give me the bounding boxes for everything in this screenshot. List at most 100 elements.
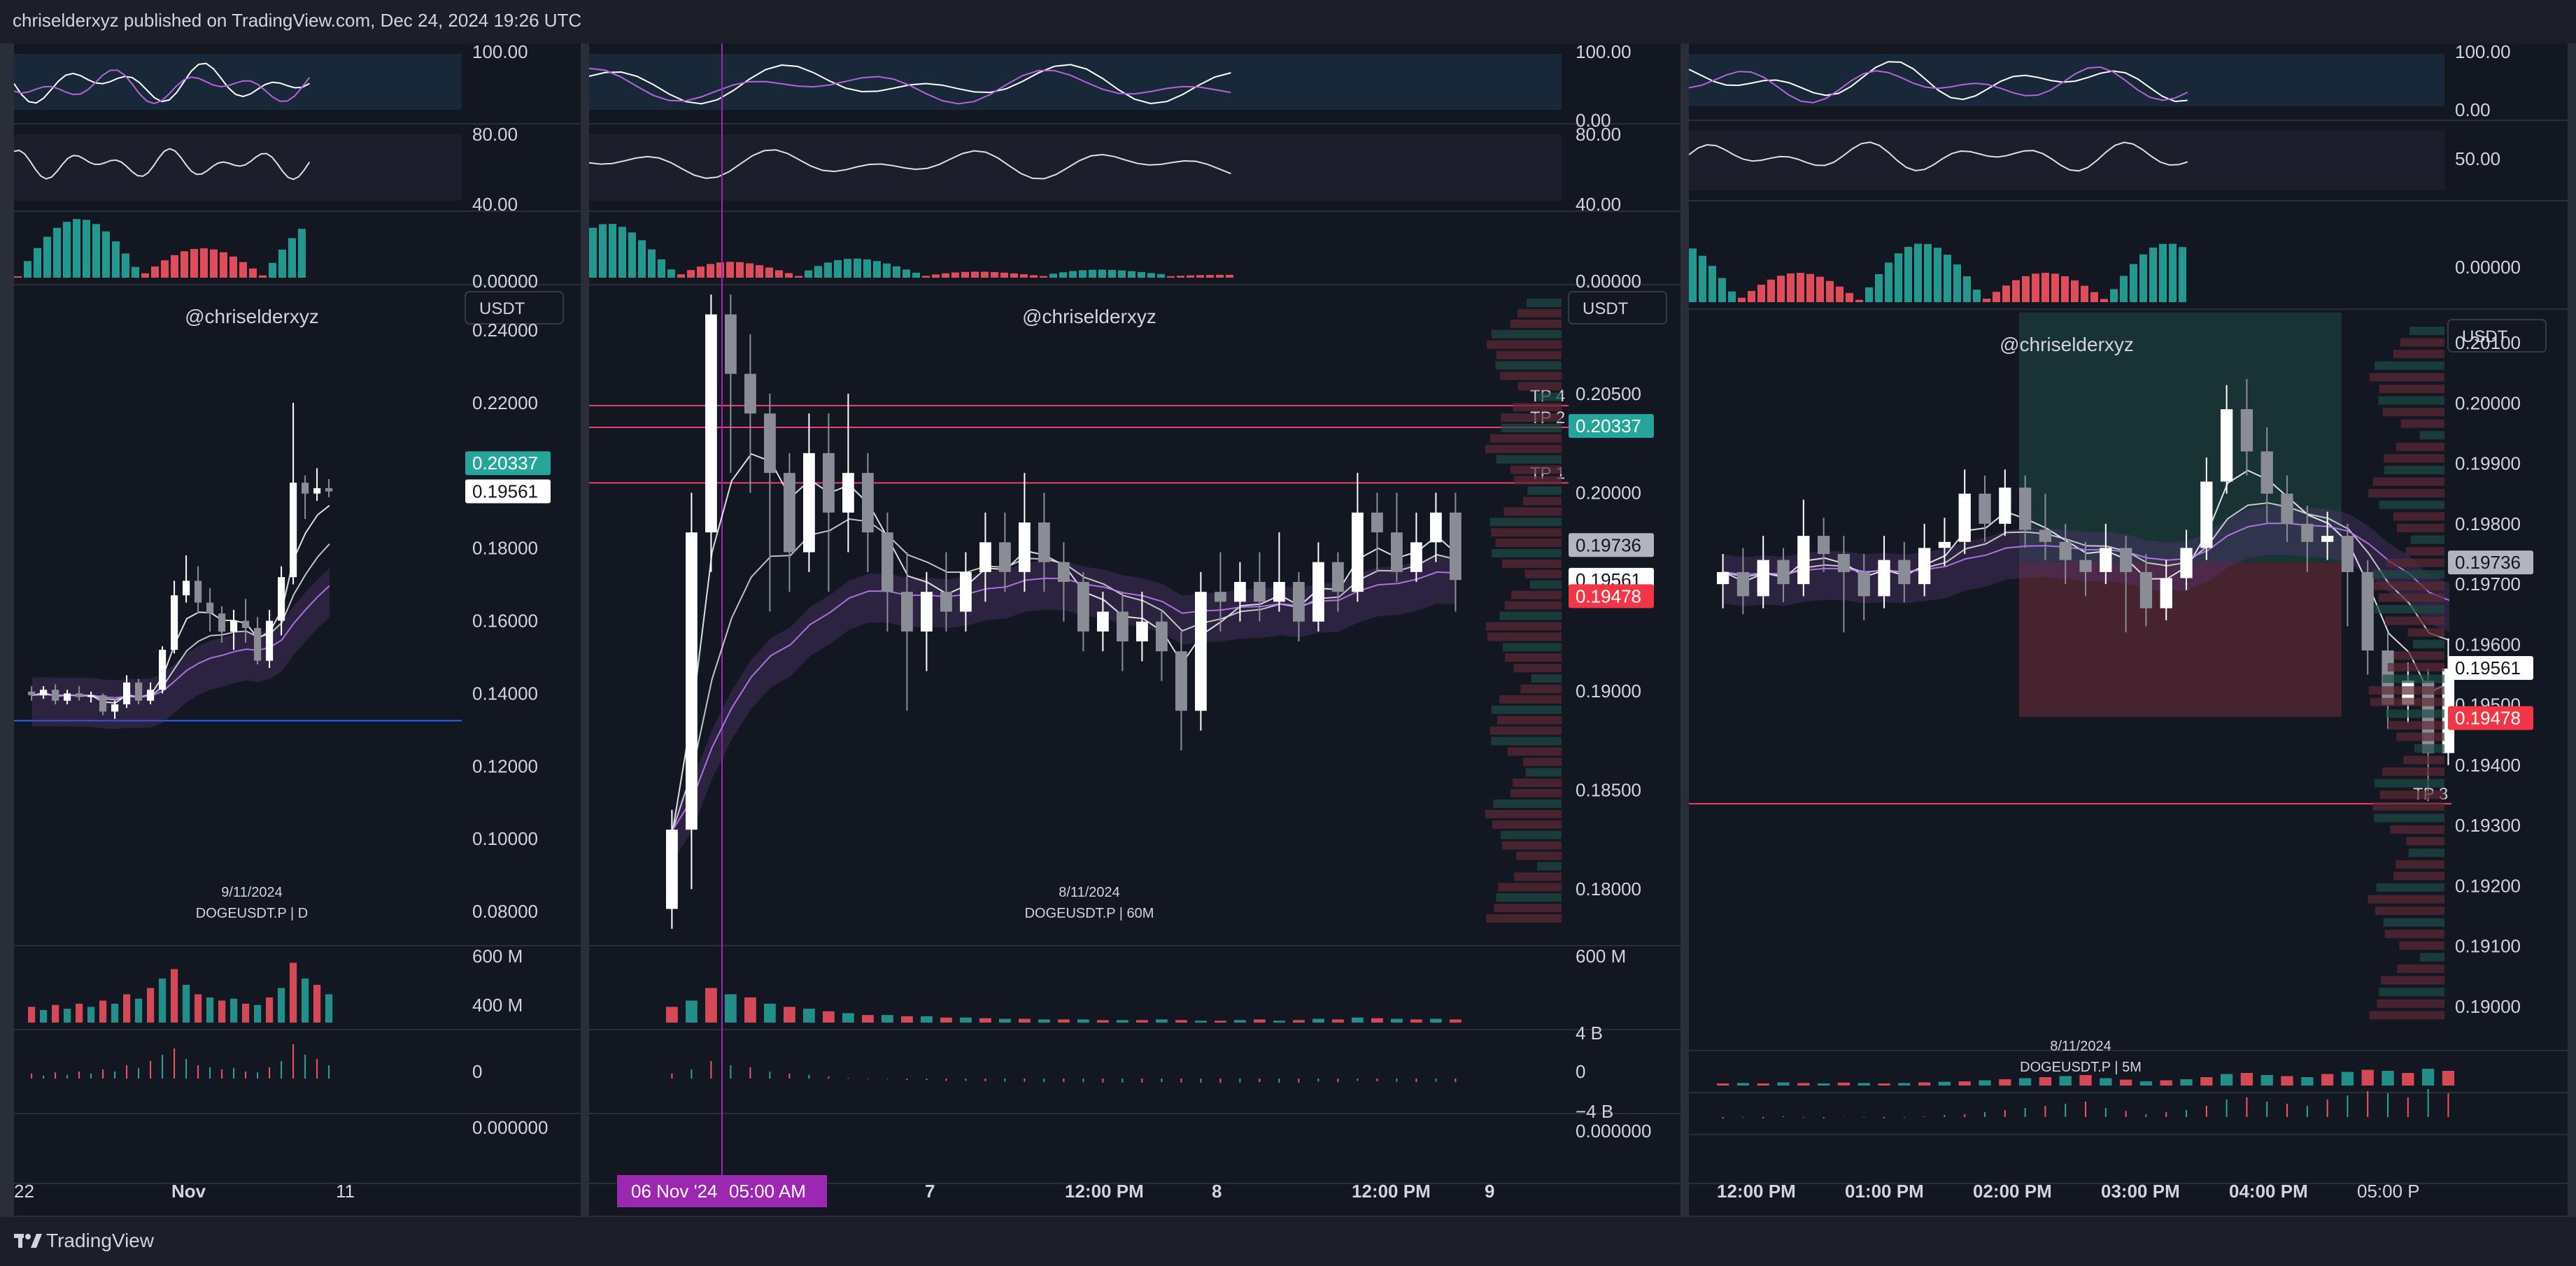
volume-profile-row [1517, 308, 1562, 318]
histogram-bar [1728, 291, 1736, 302]
histogram-bar [1069, 271, 1077, 278]
histogram-bar [14, 276, 22, 278]
histogram-bar [677, 274, 685, 278]
currency-button[interactable] [465, 291, 564, 325]
volume-profile-row [2374, 778, 2444, 788]
candle-body [1391, 532, 1403, 572]
candle-body [1898, 560, 1911, 585]
histogram-bar [912, 272, 920, 278]
candle-body [1038, 522, 1050, 562]
y-axis-tick-label: 0.19800 [2455, 513, 2521, 534]
histogram-bar [814, 266, 822, 278]
ema-cloud [672, 554, 1457, 862]
x-axis-tick-label: 12:00 PM [1717, 1181, 1796, 1202]
footer-brand[interactable]: TradingView [46, 1230, 155, 1251]
candle-body [764, 413, 776, 474]
volume-tick-label: 0.000000 [1576, 1121, 1651, 1141]
histogram-bar [981, 271, 989, 278]
histogram-bar [1040, 276, 1047, 278]
histogram-bar [1030, 275, 1038, 278]
candle-body [76, 693, 83, 697]
histogram-bar [1128, 271, 1135, 278]
oscillator-tick-label: 40.00 [472, 194, 518, 215]
volume-profile-row [2377, 999, 2444, 1008]
y-axis-tick-label: 0.22000 [472, 392, 538, 413]
volume-bar [1273, 1020, 1285, 1023]
volume-bar [1777, 1082, 1790, 1086]
histogram-bar [2139, 254, 2147, 302]
histogram-bar [298, 229, 306, 278]
histogram-bar [1098, 269, 1106, 278]
volume-profile-row [1510, 465, 1562, 474]
volume-bar [1717, 1083, 1729, 1086]
volume-bar [28, 1007, 36, 1023]
histogram-bar [1748, 290, 1755, 302]
histogram-bar [824, 262, 832, 278]
volume-bar [1818, 1083, 1830, 1086]
candle-body [2301, 523, 2314, 542]
chart-panel-daily[interactable]: @chriselderxyz 9/11/2024 DOGEUSDT.P | D USD… [14, 43, 581, 1216]
tradingview-logo-icon[interactable] [14, 1232, 42, 1249]
volume-profile-row [1513, 403, 1562, 412]
chart-panel-60m[interactable]: TP 4TP 2TP 1@chriselderxyz8/11/2024DOGEU… [589, 43, 1680, 1216]
histogram-bar [1924, 243, 1932, 302]
volume-profile-row [2378, 396, 2444, 405]
volume-bar [1077, 1019, 1089, 1023]
volume-profile-row [1489, 518, 1562, 527]
rsi-band [14, 134, 462, 201]
volume-profile-row [1510, 319, 1562, 328]
watermark: @chriselderxyz [2000, 334, 2134, 355]
volume-profile-row [1486, 914, 1562, 923]
volume-profile-row [1495, 361, 1562, 370]
x-axis-tick-label: 05:00 AM [729, 1181, 806, 1202]
histogram-bar [229, 256, 237, 278]
x-axis-tick-label: 7 [925, 1181, 935, 1202]
currency-button[interactable] [1568, 291, 1667, 325]
volume-profile-row [1492, 549, 1562, 557]
price-tag [465, 451, 551, 476]
histogram-bar [190, 248, 198, 278]
candle-body [725, 314, 737, 374]
x-axis-tick-label: 12:00 PM [1065, 1181, 1144, 1202]
candle-body [1215, 592, 1226, 602]
volume-profile-row [2370, 697, 2444, 706]
volume-bar [2100, 1078, 2112, 1086]
histogram-bar [2149, 247, 2157, 302]
volume-profile-row [1492, 820, 1562, 829]
volume-tick-label: 600 M [1576, 946, 1626, 967]
candle-body [302, 483, 309, 494]
price-tag [1569, 414, 1654, 439]
candle-body [999, 542, 1011, 572]
volume-profile-row [1524, 569, 1562, 578]
price-tag-label: 0.20337 [472, 453, 538, 474]
histogram-bar [2159, 243, 2167, 302]
volume-bar [64, 1009, 71, 1023]
price-tag [2448, 706, 2533, 730]
volume-bar [1450, 1019, 1462, 1023]
candle-body [1979, 493, 1991, 524]
footer-bar: TradingView [0, 1217, 2576, 1266]
volume-bar [1736, 1083, 1750, 1086]
stoch-d-line [14, 69, 311, 105]
volume-profile-row [1494, 904, 1562, 913]
x-axis-tick-label: 06 Nov '24 [631, 1181, 718, 1202]
candle-body [1195, 592, 1207, 711]
candle-body [1352, 512, 1364, 592]
volume-profile-row [2372, 802, 2444, 811]
histogram-bar [873, 261, 881, 278]
volume-profile-row [2408, 848, 2444, 858]
y-axis-tick-label: 0.19000 [2455, 996, 2521, 1017]
histogram-bar [1914, 243, 1922, 302]
histogram-bar [961, 271, 969, 278]
volume-tick-label: 0.000000 [472, 1117, 548, 1138]
histogram-bar [658, 259, 665, 278]
candle-body [2039, 529, 2052, 542]
currency-button[interactable] [2447, 319, 2547, 353]
candle-body [183, 581, 190, 596]
volume-profile-row [2382, 767, 2444, 776]
histogram-bar [687, 270, 695, 278]
oscillator-tick-label: 0.00000 [2455, 257, 2521, 278]
histogram-bar [1196, 275, 1204, 278]
y-axis-tick-label: 0.19300 [2455, 815, 2521, 836]
